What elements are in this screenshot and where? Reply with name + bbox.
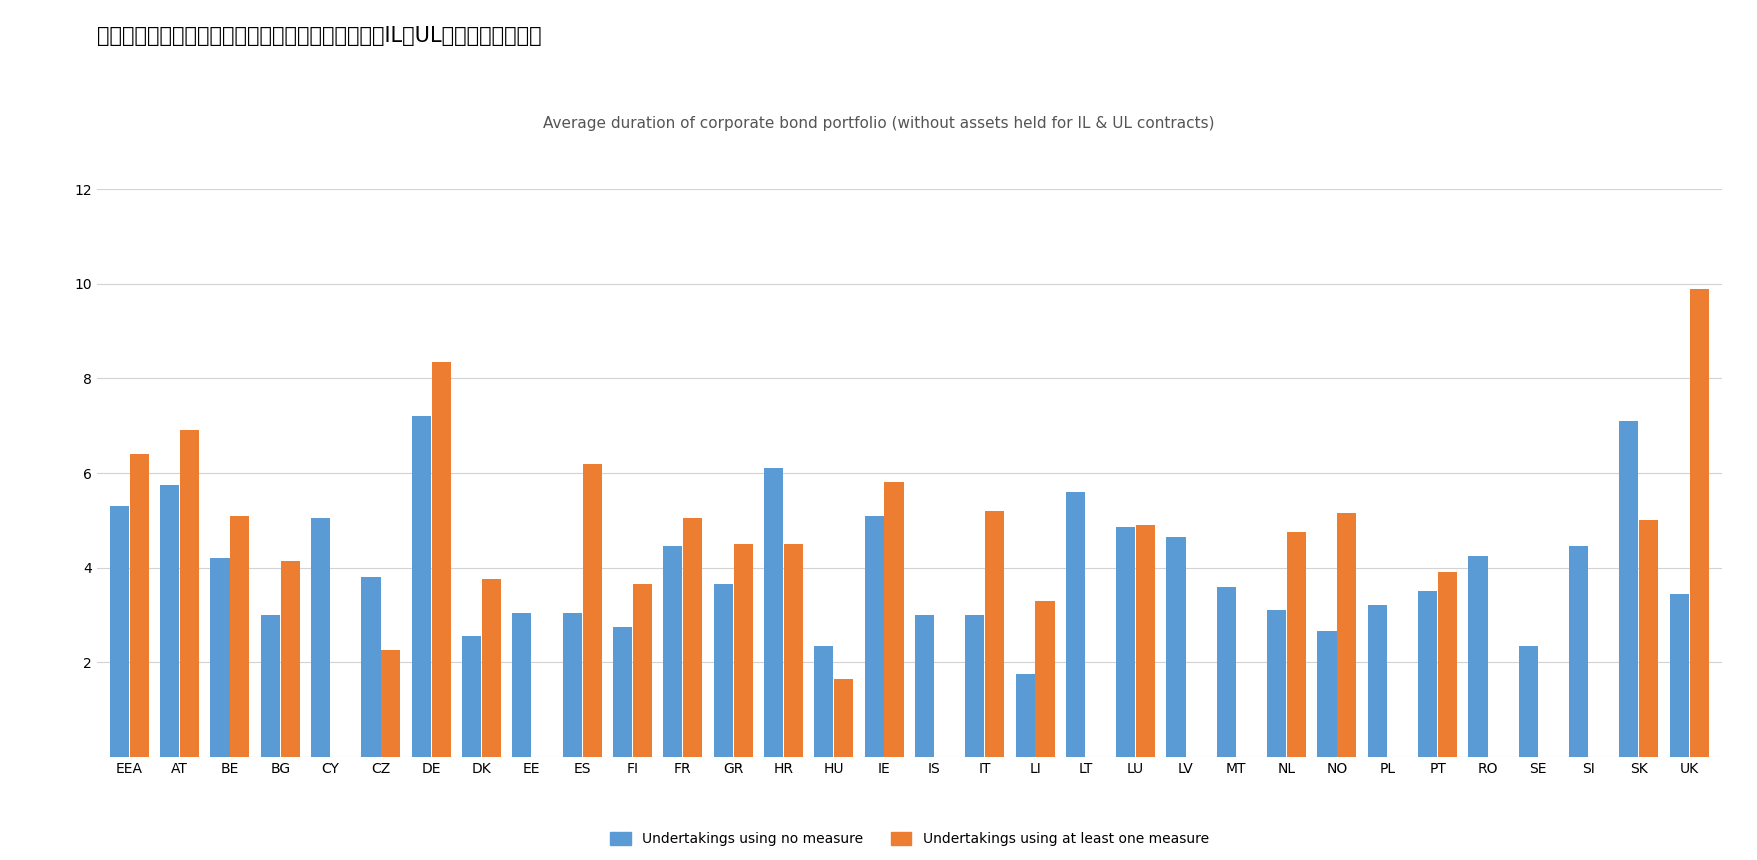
Bar [1116, 527, 1135, 757]
Bar [1218, 587, 1235, 757]
Bar [481, 580, 501, 757]
Text: Average duration of corporate bond portfolio (without assets held for IL & UL co: Average duration of corporate bond portf… [543, 116, 1214, 131]
Bar [864, 516, 884, 757]
Bar [160, 485, 179, 757]
Bar [1337, 513, 1356, 757]
Bar [311, 518, 330, 757]
Bar [362, 577, 381, 757]
Bar [562, 612, 582, 757]
Bar [411, 416, 430, 757]
Bar [1669, 593, 1688, 757]
Bar [1418, 592, 1437, 757]
Bar [683, 518, 703, 757]
Bar [1569, 546, 1588, 757]
Bar [130, 454, 149, 757]
Bar [1035, 601, 1054, 757]
Bar [1318, 631, 1337, 757]
Bar [1639, 520, 1659, 757]
Legend: Undertakings using no measure, Undertakings using at least one measure: Undertakings using no measure, Undertaki… [604, 827, 1214, 852]
Bar [1367, 605, 1386, 757]
Bar [111, 506, 128, 757]
Bar [583, 464, 601, 757]
Bar [179, 430, 199, 757]
Bar [1066, 492, 1086, 757]
Bar [835, 679, 854, 757]
Bar [462, 636, 481, 757]
Bar [432, 362, 452, 757]
Bar [915, 615, 935, 757]
Bar [1286, 532, 1305, 757]
Bar [733, 544, 752, 757]
Bar [1016, 674, 1035, 757]
Bar [664, 546, 682, 757]
Bar [1137, 525, 1154, 757]
Bar [965, 615, 984, 757]
Bar [1469, 556, 1488, 757]
Bar [513, 612, 532, 757]
Bar [211, 558, 230, 757]
Bar [281, 561, 300, 757]
Bar [230, 516, 249, 757]
Text: 図表　国債ポートフォリオの平均デュレーション（ILやULを除いたベース）: 図表 国債ポートフォリオの平均デュレーション（ILやULを除いたベース） [97, 26, 541, 46]
Bar [613, 627, 633, 757]
Bar [986, 511, 1005, 757]
Bar [813, 646, 833, 757]
Bar [381, 650, 401, 757]
Bar [784, 544, 803, 757]
Bar [884, 482, 903, 757]
Bar [1437, 573, 1457, 757]
Bar [1267, 611, 1286, 757]
Bar [1518, 646, 1537, 757]
Bar [764, 468, 784, 757]
Bar [1690, 289, 1708, 757]
Bar [1620, 421, 1639, 757]
Bar [713, 584, 733, 757]
Bar [260, 615, 279, 757]
Bar [1167, 537, 1186, 757]
Bar [633, 584, 652, 757]
